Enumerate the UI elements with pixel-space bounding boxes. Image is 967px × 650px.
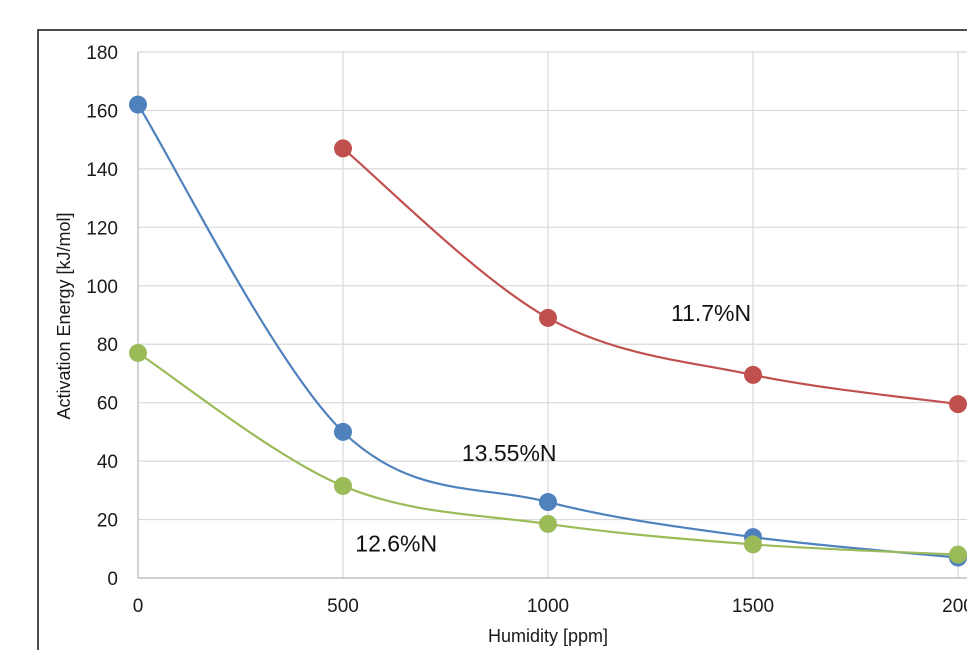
annotation-layer: 11.7%N 13.55%N 12.6%N bbox=[355, 300, 751, 557]
series-annotation: 11.7%N bbox=[671, 300, 751, 326]
data-point bbox=[129, 95, 147, 114]
x-tick-label: 500 bbox=[327, 596, 359, 617]
data-point bbox=[949, 395, 967, 414]
data-point bbox=[539, 514, 557, 533]
series-line bbox=[342, 147, 959, 406]
y-tick-label: 80 bbox=[97, 335, 118, 356]
data-point bbox=[334, 422, 352, 441]
x-tick-label: 1000 bbox=[527, 596, 569, 617]
x-tick-label: 200 bbox=[942, 596, 967, 617]
y-tick-label: 20 bbox=[97, 511, 118, 532]
data-point bbox=[949, 545, 967, 564]
y-tick-label: 40 bbox=[97, 452, 118, 473]
series-3 bbox=[129, 343, 967, 564]
data-point bbox=[334, 139, 352, 158]
y-axis-title: Activation Energy [kJ/mol] bbox=[54, 212, 74, 419]
x-axis-title: Humidity [ppm] bbox=[488, 626, 608, 646]
y-tick-label: 160 bbox=[86, 101, 118, 122]
x-tick-label: 0 bbox=[133, 596, 144, 617]
data-point bbox=[334, 476, 352, 495]
y-tick-label: 60 bbox=[97, 394, 118, 415]
data-point bbox=[539, 493, 557, 512]
data-point bbox=[129, 343, 147, 362]
grid bbox=[138, 51, 967, 578]
series-annotation: 12.6%N bbox=[355, 531, 437, 557]
chart-border bbox=[37, 29, 967, 650]
y-tick-label: 0 bbox=[107, 569, 118, 590]
y-tick-label: 140 bbox=[86, 160, 118, 181]
series-1 bbox=[334, 139, 967, 414]
data-point bbox=[539, 308, 557, 327]
data-point bbox=[744, 535, 762, 554]
series-line bbox=[137, 104, 959, 559]
y-tick-label: 120 bbox=[86, 218, 118, 239]
x-tick-label: 1500 bbox=[732, 596, 774, 617]
axes: 0 20 40 60 80 100 120 140 160 180 0 500 1000 1500 200 bbox=[86, 43, 967, 617]
y-tick-label: 100 bbox=[86, 277, 118, 298]
series-annotation: 13.55%N bbox=[462, 440, 557, 466]
y-tick-label: 180 bbox=[86, 43, 118, 64]
data-point bbox=[744, 365, 762, 384]
series-layer bbox=[129, 95, 967, 567]
